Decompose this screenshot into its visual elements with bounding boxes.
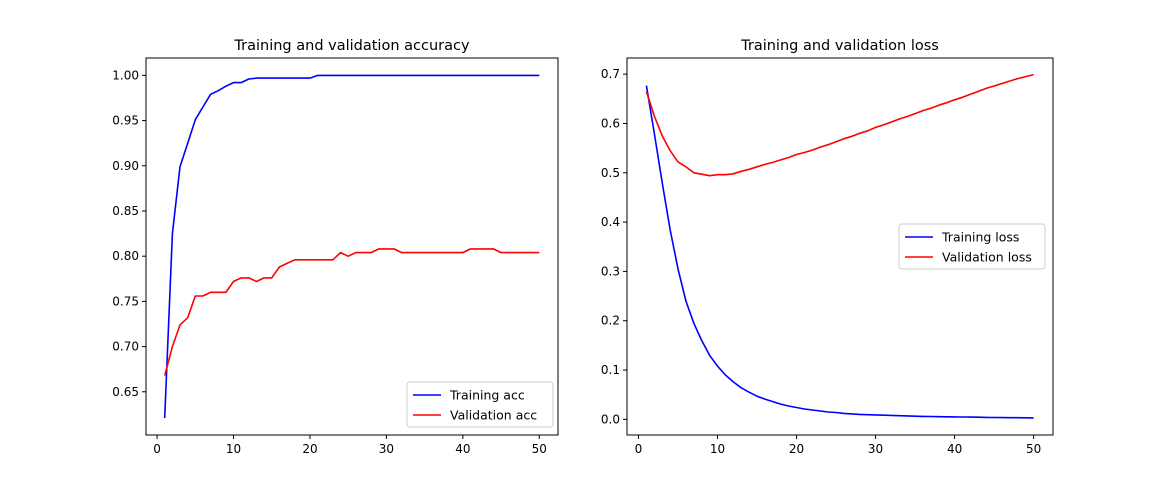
plot-frame xyxy=(145,57,559,436)
y-tick-label: 0.85 xyxy=(112,204,139,218)
chart-title: Training and validation loss xyxy=(740,38,939,54)
series-line-validation-loss xyxy=(645,73,1034,177)
x-tick-label: 50 xyxy=(1026,442,1041,456)
chart-loss: Training and validation loss 0 10 20 30 40 50 0… xyxy=(601,38,1054,456)
x-tick-label: 30 xyxy=(868,442,883,456)
legend-box xyxy=(898,223,1046,270)
y-tick-label: 0.75 xyxy=(112,294,139,308)
legend-label: Validation acc xyxy=(450,408,537,423)
y-tick-label: 0.70 xyxy=(112,340,139,354)
y-tick-label: 0.65 xyxy=(112,385,139,399)
y-tick-label: 0.4 xyxy=(601,215,620,229)
y-tick-label: 0.90 xyxy=(112,159,139,173)
x-tick-label: 10 xyxy=(710,442,725,456)
x-tick-label: 40 xyxy=(947,442,962,456)
chart-title: Training and validation accuracy xyxy=(233,38,470,54)
legend-label: Training acc xyxy=(449,388,525,403)
x-tick-label: 0 xyxy=(635,442,643,456)
legend: Training acc Validation acc xyxy=(406,381,554,428)
y-tick-label: 0.0 xyxy=(601,412,620,426)
x-tick-label: 20 xyxy=(302,442,317,456)
x-tick-label: 0 xyxy=(153,442,161,456)
x-tick-label: 40 xyxy=(455,442,470,456)
y-tick-label: 0.80 xyxy=(112,249,139,263)
legend: Training loss Validation loss xyxy=(898,223,1046,270)
series-line-training-loss xyxy=(645,85,1034,419)
y-tick-label: 0.3 xyxy=(601,264,620,278)
x-tick-label: 50 xyxy=(532,442,547,456)
chart-accuracy: Training and validation accuracy 0 10 20 30 4… xyxy=(112,38,559,456)
legend-label: Validation loss xyxy=(942,250,1032,265)
x-tick-label: 30 xyxy=(379,442,394,456)
y-tick-label: 0.95 xyxy=(112,114,139,128)
y-tick-label: 0.2 xyxy=(601,314,620,328)
x-tick-label: 20 xyxy=(789,442,804,456)
legend-label: Training loss xyxy=(941,230,1019,245)
y-tick-label: 0.7 xyxy=(601,67,620,81)
y-tick-label: 0.6 xyxy=(601,116,620,130)
x-tick-label: 10 xyxy=(226,442,241,456)
y-tick-label: 0.5 xyxy=(601,166,620,180)
series-line-training-acc xyxy=(163,74,540,419)
legend-box xyxy=(406,381,554,428)
series-line-validation-acc xyxy=(163,248,540,376)
y-tick-label: 1.00 xyxy=(112,68,139,82)
plot-frame xyxy=(626,57,1054,436)
y-tick-label: 0.1 xyxy=(601,363,620,377)
